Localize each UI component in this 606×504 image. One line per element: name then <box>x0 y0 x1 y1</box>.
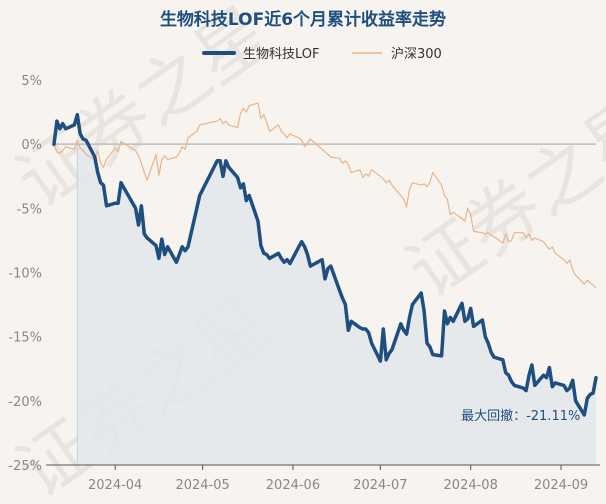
legend-label-fund: 生物科技LOF <box>243 47 320 62</box>
chart-title: 生物科技LOF近6个月累计收益率走势 <box>160 9 446 30</box>
max-drawdown-label: 最大回撤：-21.11% <box>461 408 580 424</box>
x-tick-label: 2024-08 <box>444 478 498 493</box>
series-line-hs300 <box>53 102 597 289</box>
x-tick-label: 2024-09 <box>534 478 588 493</box>
series-index <box>53 102 597 289</box>
x-tick-label: 2024-05 <box>175 478 229 493</box>
series-fund <box>52 112 598 417</box>
y-tick-label: -5% <box>17 202 42 217</box>
y-tick-label: -10% <box>8 267 42 282</box>
y-tick-label: 0% <box>21 138 42 153</box>
watermark-text-3: 证券之星 <box>392 80 606 314</box>
drawdown-area <box>76 114 597 465</box>
x-tick-label: 2024-06 <box>266 478 320 493</box>
legend-label-index: 沪深300 <box>391 46 442 62</box>
y-tick-label: -15% <box>8 331 42 346</box>
series-line-fund <box>52 112 598 417</box>
y-tick-label: 5% <box>21 74 42 89</box>
x-tick-label: 2024-07 <box>353 478 407 493</box>
legend: 生物科技LOF 沪深300 <box>202 46 442 62</box>
y-tick-label: -25% <box>8 459 42 474</box>
drawdown-area-fill <box>77 114 597 465</box>
x-tick-label: 2024-04 <box>88 478 142 493</box>
y-axis-ticks: 5% 0% -5% -10% -15% -20% -25% <box>8 74 42 474</box>
y-tick-label: -20% <box>8 395 42 410</box>
annotations: 最大回撤：-21.11% <box>461 408 580 424</box>
x-axis: 2024-04 2024-05 2024-06 2024-07 2024-08 2024-… <box>46 464 600 493</box>
